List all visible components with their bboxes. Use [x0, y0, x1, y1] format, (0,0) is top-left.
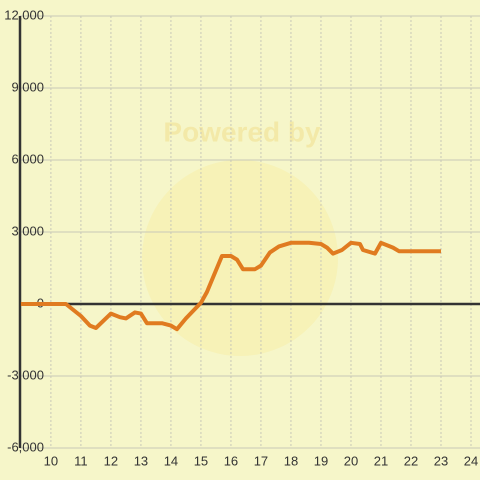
series-line: [20, 240, 441, 332]
x-tick-label: 10: [44, 453, 58, 468]
x-tick-label: 13: [134, 453, 148, 468]
x-tick-label: 23: [434, 453, 448, 468]
y-tick-label: -3,000: [7, 367, 44, 382]
watermark-logo: [142, 160, 338, 356]
y-tick-label: 9,000: [11, 79, 44, 94]
x-tick-label: 14: [164, 453, 178, 468]
y-tick-label: 6,000: [11, 151, 44, 166]
x-tick-label: 18: [284, 453, 298, 468]
y-tick-label: 3,000: [11, 223, 44, 238]
x-tick-label: 11: [74, 453, 88, 468]
x-tick-label: 16: [224, 453, 238, 468]
watermark: Powered by: [163, 116, 321, 147]
x-tick-label: 22: [404, 453, 418, 468]
x-tick-label: 19: [314, 453, 328, 468]
x-tick-label: 15: [194, 453, 208, 468]
y-tick-label: 12,000: [4, 7, 44, 22]
x-tick-label: 20: [344, 453, 358, 468]
x-tick-label: 21: [374, 453, 388, 468]
x-tick-label: 24: [464, 453, 478, 468]
x-tick-label: 12: [104, 453, 118, 468]
y-tick-label: -6,000: [7, 439, 44, 454]
x-tick-label: 17: [254, 453, 268, 468]
